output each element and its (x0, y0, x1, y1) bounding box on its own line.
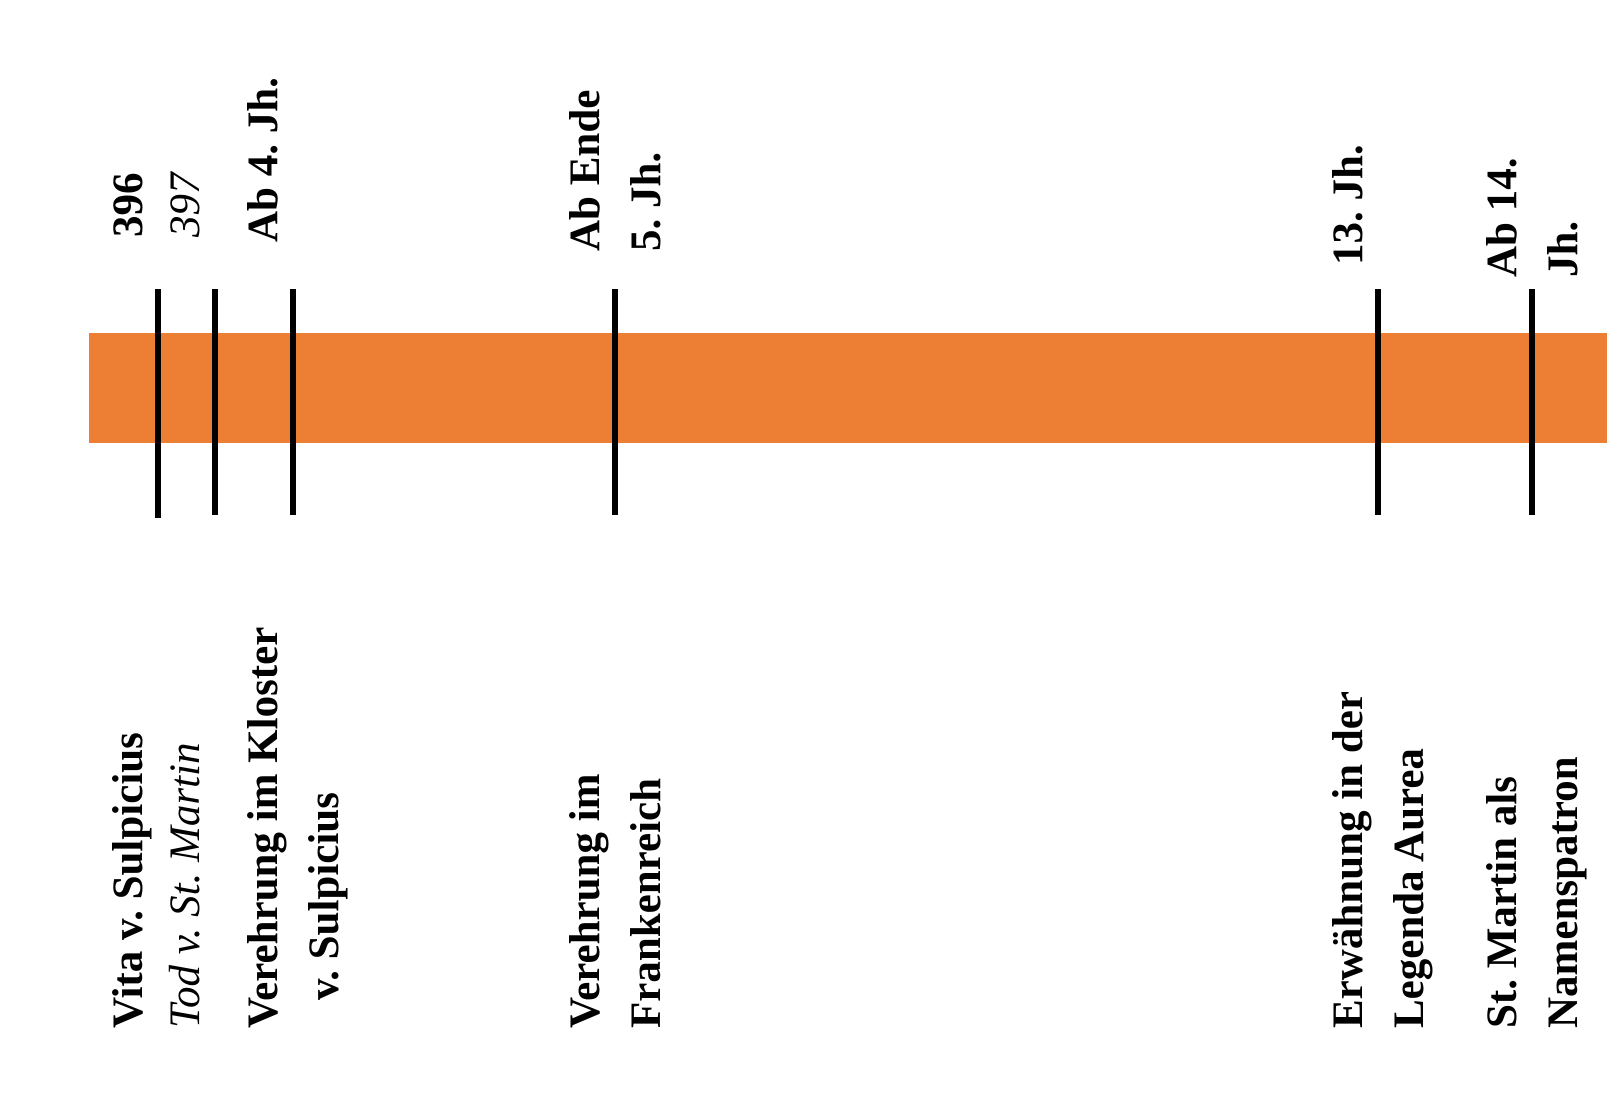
event-description-label: Verehrung im Frankenreich (555, 774, 677, 1028)
event-tick (290, 289, 296, 515)
event-tick (1529, 289, 1535, 515)
event-date-label: 13. Jh. (1318, 144, 1379, 265)
event-description-label-line: Legenda Aurea (1385, 748, 1433, 1028)
event-description-label: Tod v. St. Martin (155, 742, 216, 1028)
event-date-label: 396 (98, 173, 159, 238)
event-description-label-line: Verehrung im (561, 773, 609, 1028)
event-date-label-line: 5. Jh. (622, 151, 670, 251)
event-tick (155, 289, 161, 518)
event-date-label: 397 (155, 173, 216, 238)
event-description-label: Verehrung im Kloster v. Sulpicius (233, 627, 355, 1028)
event-date-label-line: 13. Jh. (1324, 144, 1372, 265)
event-tick (612, 289, 618, 515)
event-tick (1375, 289, 1381, 515)
event-description-label-line: Verehrung im Kloster (239, 626, 287, 1028)
event-date-label-line: Ab 4. Jh. (239, 77, 287, 242)
event-date-label: Ab 4. Jh. (233, 77, 294, 242)
event-description-label-line: Namenspatron (1539, 756, 1587, 1028)
event-description-label-line: Tod v. St. Martin (161, 742, 209, 1028)
event-tick (212, 289, 218, 515)
timeline-band (89, 333, 1607, 443)
event-date-label: Ab Ende 5. Jh. (555, 90, 677, 251)
event-description-label: Erwähnung in der Legenda Aurea (1318, 691, 1440, 1028)
event-date-label-line: 396 (104, 172, 152, 238)
event-description-label-line: Erwähnung in der (1324, 691, 1372, 1028)
event-description-label-line: Frankenreich (622, 777, 670, 1028)
event-description-label: St. Martin als Namenspatron (1472, 756, 1594, 1028)
event-date-label-line: Ab Ende (561, 89, 609, 251)
event-description-label-line: v. Sulpicius (300, 792, 348, 1000)
event-description-label-line: St. Martin als (1478, 775, 1526, 1028)
event-description-label-line: Vita v. Sulpicius (104, 732, 152, 1028)
event-date-label-line: Ab 14. (1478, 157, 1526, 277)
event-description-label: Vita v. Sulpicius (98, 732, 159, 1028)
event-date-label: Ab 14. Jh. (1472, 158, 1594, 277)
event-date-label-line: Jh. (1539, 220, 1587, 277)
event-date-label-line: 397 (161, 172, 209, 238)
